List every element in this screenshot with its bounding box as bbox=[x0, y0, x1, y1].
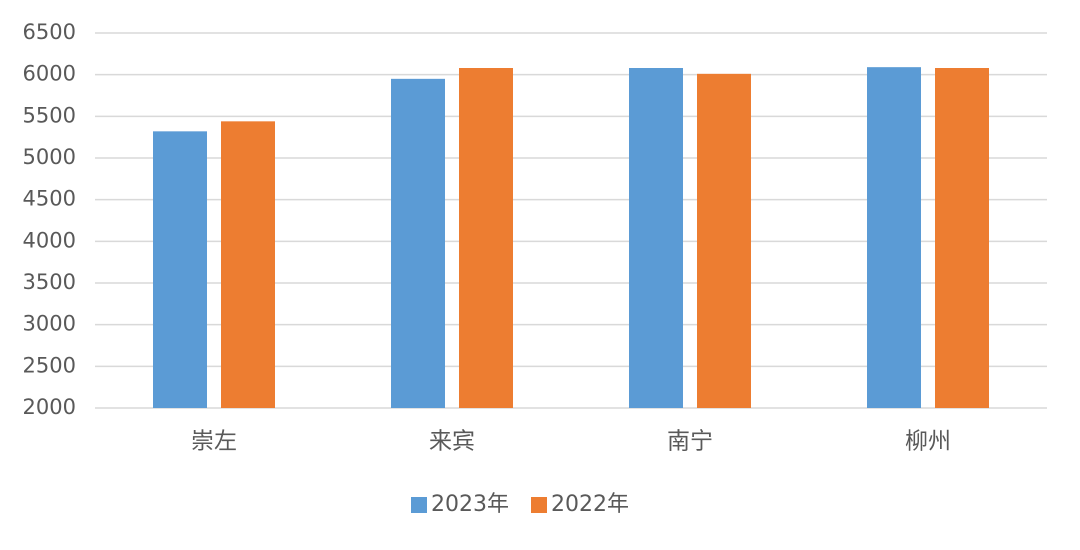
y-tick-label: 2500 bbox=[23, 353, 76, 377]
x-tick-label: 南宁 bbox=[667, 429, 713, 455]
y-tick-label: 4500 bbox=[23, 187, 76, 211]
y-tick-label: 4000 bbox=[23, 228, 76, 252]
y-tick-label: 3500 bbox=[23, 270, 76, 294]
bar bbox=[629, 68, 683, 408]
legend-label: 2023年 bbox=[431, 492, 509, 517]
legend-label: 2022年 bbox=[551, 492, 629, 517]
y-tick-label: 3000 bbox=[23, 312, 76, 336]
bar bbox=[867, 67, 921, 409]
bar bbox=[391, 78, 445, 408]
y-tick-label: 5000 bbox=[23, 145, 76, 169]
bar bbox=[153, 131, 207, 409]
bar bbox=[697, 73, 751, 408]
x-tick-label: 来宾 bbox=[429, 429, 475, 455]
bar bbox=[459, 68, 513, 408]
y-tick-label: 6000 bbox=[23, 62, 76, 86]
x-tick-label: 崇左 bbox=[191, 429, 237, 455]
bar bbox=[935, 68, 989, 408]
x-tick-label: 柳州 bbox=[905, 429, 951, 455]
bar bbox=[221, 121, 275, 408]
legend-swatch bbox=[531, 497, 547, 513]
y-tick-label: 6500 bbox=[23, 20, 76, 44]
y-tick-label: 2000 bbox=[23, 395, 76, 419]
y-tick-label: 5500 bbox=[23, 103, 76, 127]
legend-swatch bbox=[411, 497, 427, 513]
